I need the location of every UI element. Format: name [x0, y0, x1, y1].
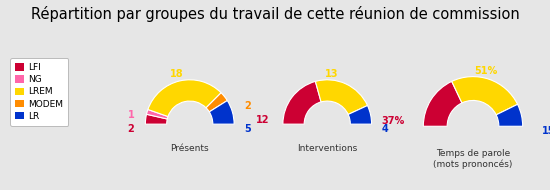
Text: 15%: 15% — [542, 126, 550, 136]
Text: 1: 1 — [128, 110, 134, 120]
Wedge shape — [206, 93, 227, 112]
Wedge shape — [146, 109, 168, 119]
Text: 37%: 37% — [381, 116, 404, 126]
Text: 13: 13 — [325, 70, 338, 79]
Text: 51%: 51% — [474, 66, 497, 76]
Text: 2: 2 — [128, 124, 134, 134]
Wedge shape — [348, 105, 372, 124]
Wedge shape — [283, 81, 321, 124]
Wedge shape — [424, 81, 462, 126]
Wedge shape — [210, 101, 234, 124]
Text: 18: 18 — [169, 70, 183, 79]
Text: Interventions: Interventions — [297, 144, 358, 153]
Text: 2: 2 — [244, 101, 251, 111]
Text: Temps de parole
(mots prononcés): Temps de parole (mots prononcés) — [433, 149, 513, 169]
Wedge shape — [315, 80, 367, 114]
Wedge shape — [496, 104, 522, 126]
Text: 4: 4 — [381, 124, 388, 134]
Wedge shape — [452, 77, 518, 115]
Legend: LFI, NG, LREM, MODEM, LR: LFI, NG, LREM, MODEM, LR — [10, 58, 69, 126]
Wedge shape — [148, 80, 221, 116]
Text: 12: 12 — [256, 115, 270, 125]
Wedge shape — [145, 114, 167, 124]
Text: Présents: Présents — [170, 144, 209, 153]
Text: Répartition par groupes du travail de cette réunion de commission: Répartition par groupes du travail de ce… — [31, 6, 519, 22]
Text: 5: 5 — [244, 124, 251, 134]
